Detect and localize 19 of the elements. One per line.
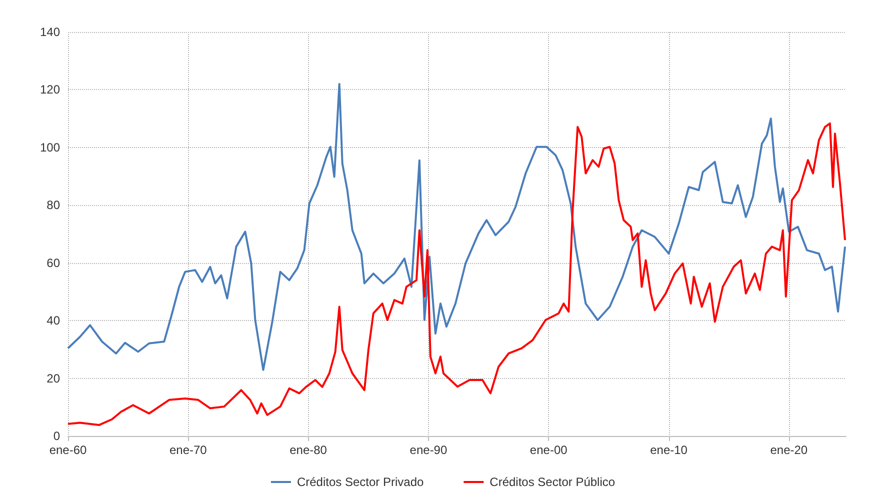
x-tick-label: ene-60 bbox=[49, 443, 88, 457]
x-tick-label: ene-80 bbox=[290, 443, 328, 457]
y-tick-label: 100 bbox=[40, 140, 60, 154]
y-tick-label: 140 bbox=[40, 25, 60, 39]
y-tick-label: 40 bbox=[46, 314, 60, 328]
y-tick-label: 0 bbox=[53, 429, 60, 443]
y-tick-label: 120 bbox=[40, 82, 60, 97]
x-tick-label: ene-70 bbox=[169, 443, 208, 457]
legend-label: Créditos Sector Privado bbox=[296, 475, 424, 489]
x-tick-label: ene-10 bbox=[650, 443, 688, 457]
x-tick-label: ene-00 bbox=[530, 443, 568, 457]
x-tick-label: ene-90 bbox=[410, 443, 448, 457]
y-tick-label: 80 bbox=[46, 198, 60, 212]
y-tick-label: 60 bbox=[46, 256, 60, 270]
y-tick-label: 20 bbox=[46, 371, 60, 386]
legend-label: Créditos Sector Público bbox=[490, 475, 616, 489]
line-series bbox=[67, 122, 846, 426]
line-series bbox=[67, 82, 846, 371]
x-tick-label: ene-20 bbox=[770, 443, 808, 457]
